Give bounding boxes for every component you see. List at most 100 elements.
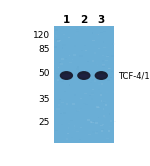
Bar [69, 62, 72, 63]
Bar [60, 113, 63, 114]
Bar [85, 104, 88, 105]
Bar [87, 76, 90, 77]
Bar [114, 121, 116, 122]
Bar [93, 121, 95, 122]
Bar [112, 27, 115, 28]
Bar [102, 55, 104, 56]
Bar [95, 132, 98, 134]
Bar [78, 77, 79, 78]
Bar [62, 47, 63, 49]
Bar [75, 108, 77, 109]
Bar [103, 102, 105, 103]
Bar [108, 130, 110, 132]
Bar [96, 34, 98, 35]
Bar [103, 115, 105, 117]
Bar [106, 72, 109, 73]
Bar [112, 43, 115, 45]
Bar [97, 37, 99, 39]
Bar [113, 91, 115, 93]
Bar [80, 98, 82, 99]
Bar [76, 31, 79, 32]
Bar [54, 64, 56, 65]
Bar [66, 138, 68, 140]
Bar [69, 123, 70, 124]
Bar [62, 49, 64, 50]
Bar [58, 80, 61, 82]
Bar [111, 71, 113, 72]
Bar [101, 129, 104, 130]
Bar [71, 137, 73, 138]
Bar [77, 110, 80, 111]
Bar [58, 67, 59, 68]
Bar [98, 117, 99, 118]
Bar [66, 103, 68, 105]
Bar [63, 34, 65, 35]
Bar [72, 103, 75, 105]
Bar [91, 79, 94, 81]
Bar [94, 52, 96, 54]
Bar [99, 70, 102, 71]
Bar [91, 94, 94, 95]
Bar [92, 89, 94, 90]
Bar [89, 95, 91, 96]
Bar [68, 127, 69, 129]
Bar [61, 32, 63, 33]
Bar [74, 94, 76, 96]
Bar [72, 59, 73, 60]
Text: TCF-4/12: TCF-4/12 [118, 71, 150, 80]
Bar [61, 58, 64, 60]
Bar [92, 60, 94, 62]
Bar [60, 63, 63, 65]
Bar [69, 84, 70, 86]
Bar [80, 108, 82, 109]
Bar [111, 55, 114, 57]
Bar [105, 104, 107, 106]
Bar [71, 74, 73, 75]
Bar [87, 120, 90, 121]
Bar [98, 84, 100, 85]
Text: 1: 1 [63, 15, 70, 25]
Bar [103, 47, 106, 48]
Bar [73, 92, 76, 93]
Bar [91, 92, 94, 94]
Bar [97, 107, 100, 108]
Bar [94, 80, 96, 82]
Bar [102, 124, 104, 125]
Bar [92, 32, 93, 34]
Bar [67, 29, 68, 31]
Bar [84, 72, 85, 73]
Bar [100, 92, 102, 94]
Bar [109, 125, 112, 127]
Bar [105, 60, 108, 61]
Bar [104, 117, 106, 118]
Ellipse shape [77, 71, 91, 80]
Bar [59, 99, 61, 100]
Bar [80, 127, 82, 128]
Bar [75, 128, 78, 129]
Bar [66, 99, 68, 100]
Bar [91, 98, 93, 100]
Bar [64, 109, 65, 110]
Bar [106, 80, 110, 81]
Bar [83, 103, 86, 104]
Bar [91, 122, 94, 123]
Bar [84, 93, 87, 94]
Bar [87, 61, 89, 62]
Bar [102, 65, 105, 67]
Bar [101, 100, 102, 102]
Bar [55, 35, 56, 36]
Bar [80, 28, 83, 30]
Bar [110, 77, 112, 78]
Bar [110, 120, 112, 122]
Bar [84, 45, 86, 46]
Bar [100, 32, 103, 33]
Bar [100, 94, 102, 96]
Bar [108, 68, 111, 69]
Bar [111, 31, 114, 32]
Bar [96, 62, 98, 64]
Ellipse shape [61, 74, 71, 78]
Bar [56, 39, 60, 41]
Bar [106, 138, 109, 139]
Bar [59, 62, 61, 63]
Ellipse shape [79, 74, 89, 78]
